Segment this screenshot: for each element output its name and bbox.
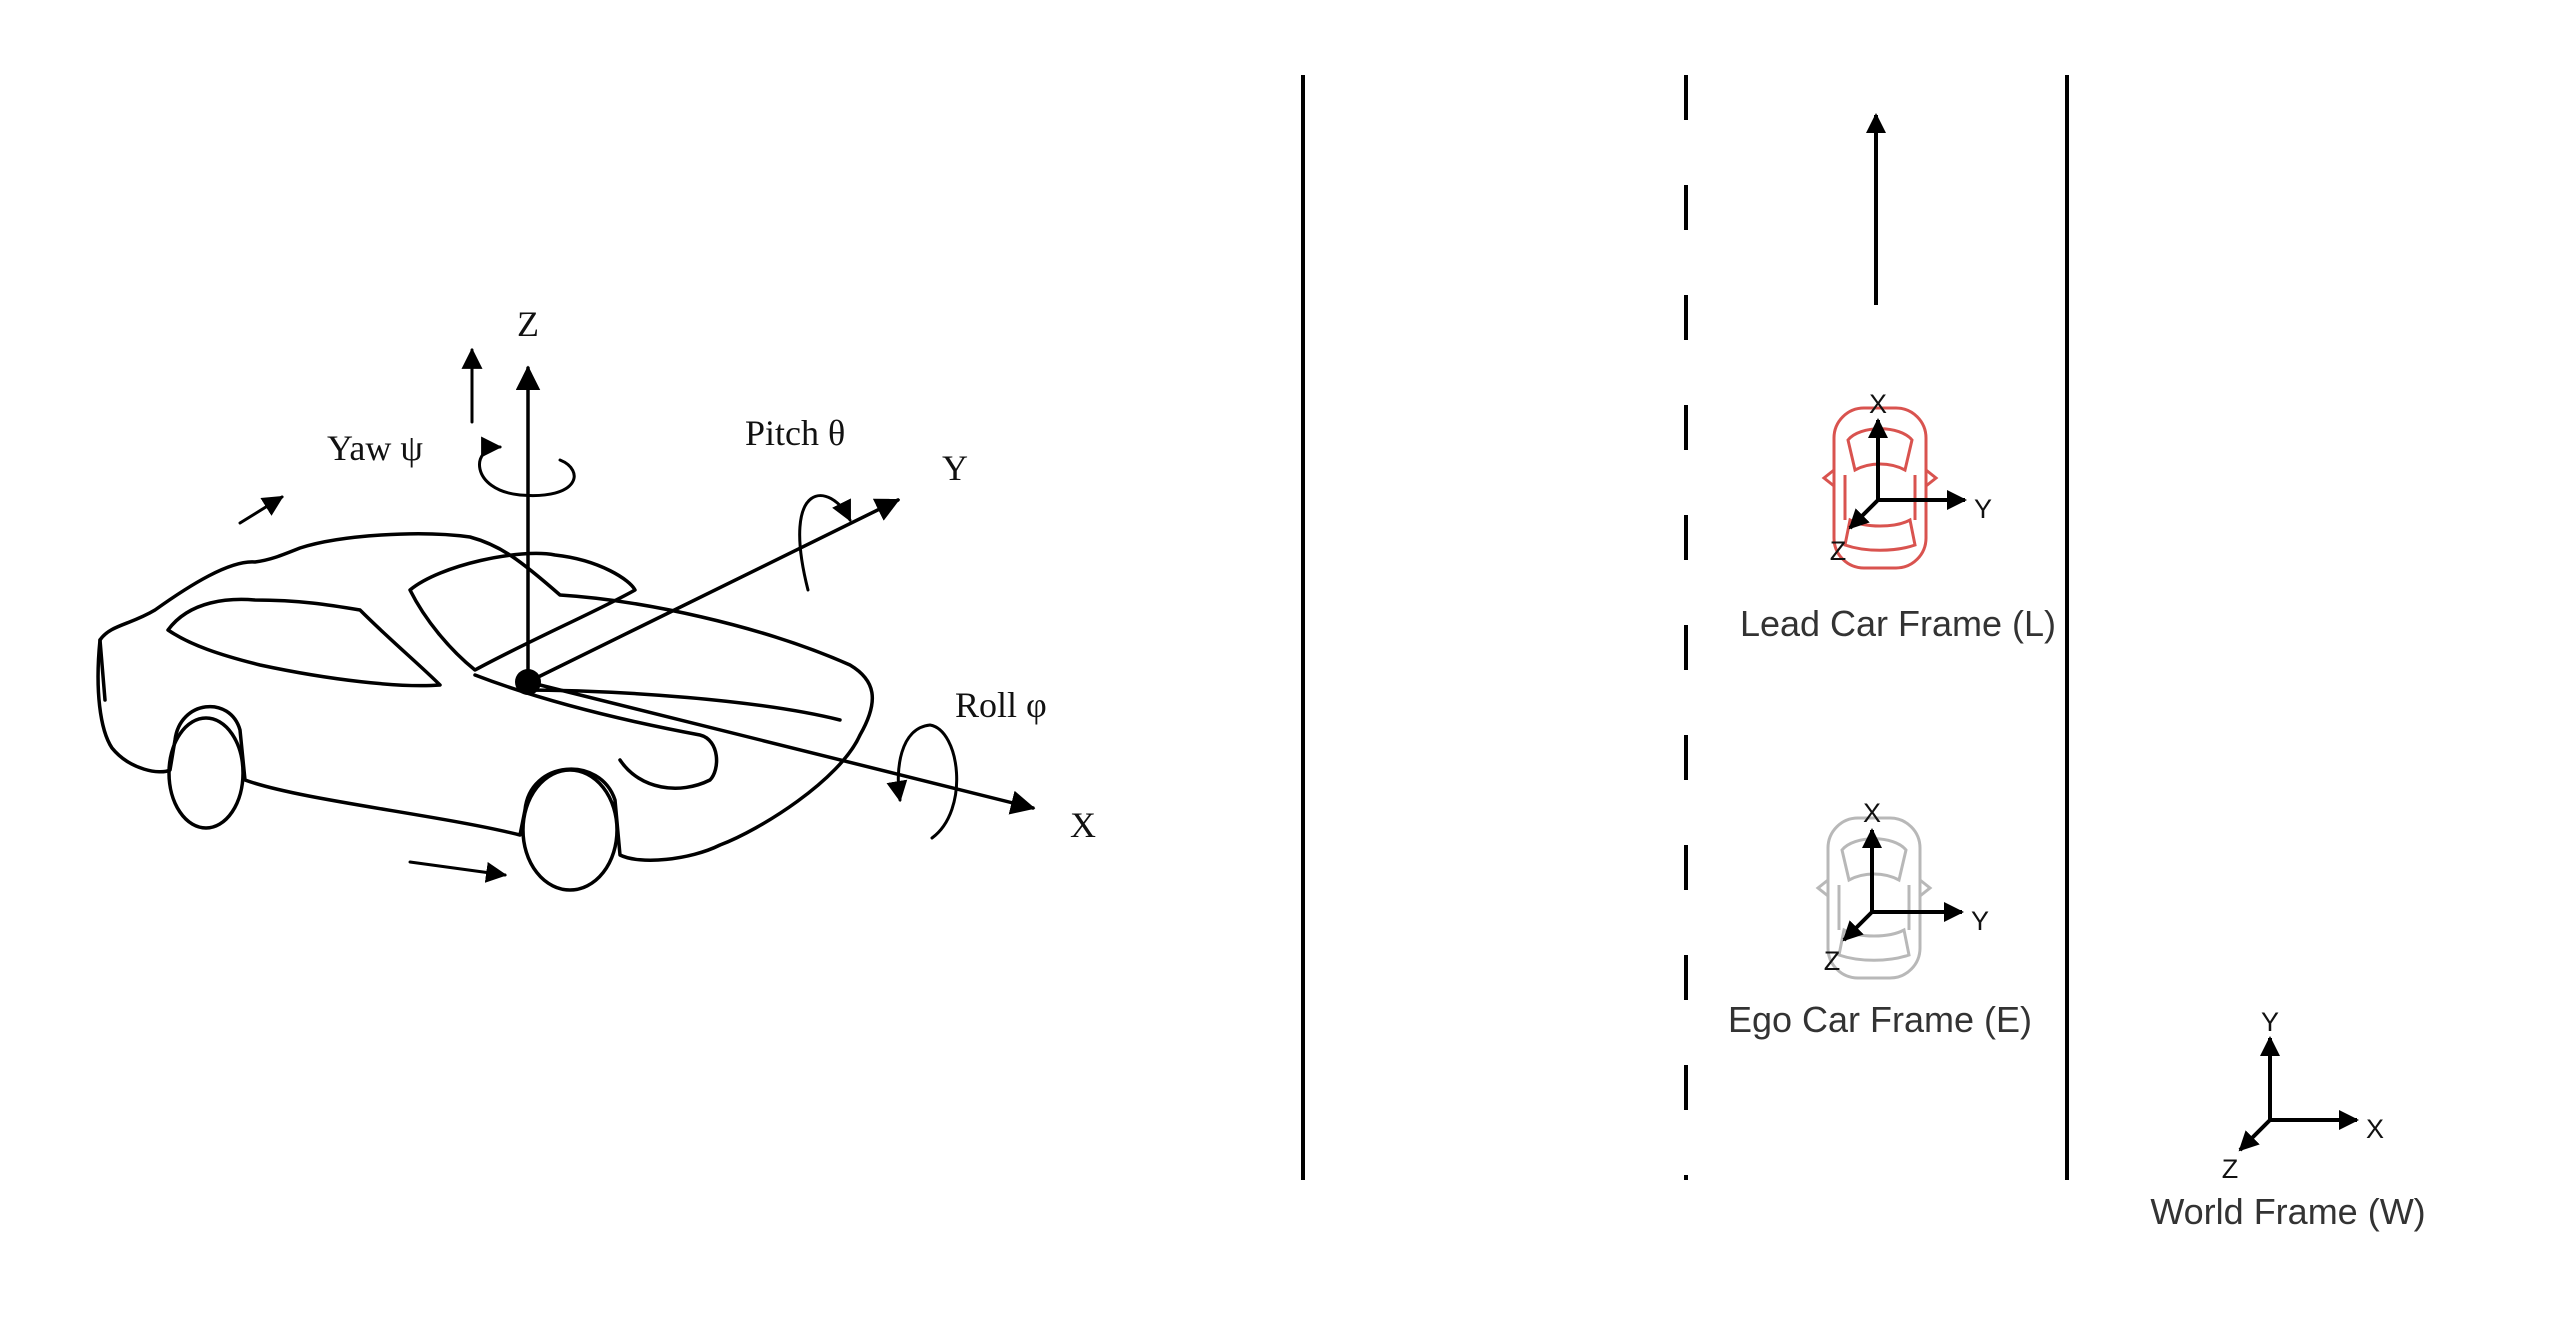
world-frame: Y X Z World Frame (W)	[2150, 1007, 2425, 1232]
ego-y-label: Y	[1971, 906, 1989, 936]
vehicle-x-label: X	[1070, 805, 1096, 845]
x-axis-arrow	[526, 680, 1036, 815]
center-of-gravity-dot	[515, 669, 541, 695]
pitch-rotation-arc	[798, 494, 852, 592]
lead-x-label: X	[1869, 389, 1887, 419]
ego-car: X Y Z Ego Car Frame (E)	[1728, 798, 2032, 1040]
roll-rotation-arc	[886, 723, 959, 840]
vehicle-axes	[515, 365, 1036, 815]
car-sketch	[96, 532, 875, 892]
lead-y-label: Y	[1974, 494, 1992, 524]
world-z-label: Z	[2222, 1154, 2239, 1184]
motion-arrow-lower	[408, 860, 508, 883]
lead-car-frame-label: Lead Car Frame (L)	[1740, 603, 2056, 644]
ego-z-axis	[1842, 910, 1874, 942]
ego-z-label: Z	[1824, 946, 1841, 976]
lead-z-label: Z	[1830, 536, 1847, 566]
y-axis-arrow	[526, 498, 901, 684]
vehicle-y-label: Y	[942, 448, 968, 488]
lead-car-icon	[1821, 406, 1939, 570]
ego-car-icon	[1815, 816, 1933, 980]
vehicle-z-label: Z	[517, 304, 539, 344]
lead-car: X Y Z Lead Car Frame (L)	[1740, 389, 2056, 644]
yaw-rotation-arc	[478, 436, 576, 498]
motion-arrow-upper	[238, 495, 284, 525]
world-y-label: Y	[2261, 1007, 2279, 1037]
world-z-axis	[2238, 1118, 2272, 1152]
road-frames-diagram: X Y Z Lead Car Frame (L) X Y Z Ego Car F…	[1301, 75, 2426, 1232]
world-frame-label: World Frame (W)	[2150, 1191, 2425, 1232]
roll-label: Roll φ	[955, 685, 1047, 725]
lead-z-axis	[1848, 498, 1880, 530]
vehicle-rotation-diagram: Z Y X Yaw ψ Pitch θ Roll φ	[96, 304, 1096, 892]
ego-car-frame-label: Ego Car Frame (E)	[1728, 999, 2032, 1040]
ego-x-label: X	[1863, 798, 1881, 828]
world-x-label: X	[2366, 1114, 2384, 1144]
yaw-label: Yaw ψ	[327, 428, 423, 468]
pitch-label: Pitch θ	[745, 413, 845, 453]
